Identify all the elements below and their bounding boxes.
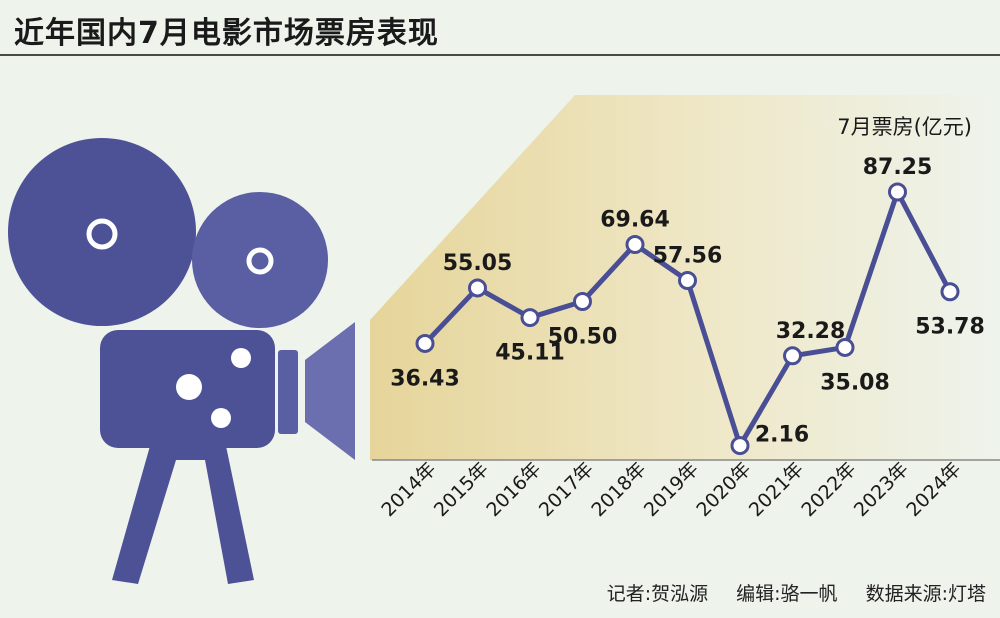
source-credit: 数据来源:灯塔 xyxy=(865,583,986,605)
credits: 记者:贺泓源 编辑:骆一帆 数据来源:灯塔 xyxy=(585,579,986,606)
x-tick-label: 2020年 xyxy=(692,458,755,521)
data-point xyxy=(940,282,960,302)
camera-dot-3 xyxy=(211,408,231,428)
x-tick-labels: 2014年2015年2016年2017年2018年2019年2020年2021年… xyxy=(377,458,965,521)
data-label: 45.11 xyxy=(495,341,565,366)
x-tick-label: 2019年 xyxy=(640,458,703,521)
data-point xyxy=(415,333,435,353)
x-tick-label: 2015年 xyxy=(430,458,493,521)
x-tick-label: 2022年 xyxy=(797,458,860,521)
data-point xyxy=(730,436,750,456)
data-point xyxy=(573,292,592,312)
movie-camera-icon xyxy=(8,138,355,584)
x-tick-label: 2018年 xyxy=(587,458,650,521)
x-tick-label: 2016年 xyxy=(482,458,545,521)
x-tick-label: 2024年 xyxy=(902,458,965,521)
data-point xyxy=(835,337,855,357)
data-label: 32.28 xyxy=(776,319,846,344)
data-label: 2.16 xyxy=(755,423,809,448)
camera-reel-large xyxy=(8,138,196,326)
camera-lens xyxy=(305,322,355,460)
data-label: 87.25 xyxy=(863,155,933,180)
camera-reel-small xyxy=(192,192,328,328)
chart-title: 近年国内7月电影市场票房表现 xyxy=(14,16,439,51)
data-point xyxy=(468,278,487,298)
x-tick-label: 2014年 xyxy=(377,458,440,521)
camera-tripod xyxy=(112,446,254,584)
y-axis-unit-label: 7月票房(亿元) xyxy=(837,115,972,139)
x-tick-label: 2021年 xyxy=(745,458,808,521)
data-point xyxy=(625,234,645,254)
reporter-credit: 记者:贺泓源 xyxy=(606,583,709,605)
data-label: 36.43 xyxy=(390,366,460,391)
data-point xyxy=(888,182,907,202)
camera-dot-1 xyxy=(231,348,251,368)
x-tick-label: 2017年 xyxy=(535,458,598,521)
data-label: 50.50 xyxy=(548,325,618,350)
data-label: 69.64 xyxy=(600,207,670,232)
data-label: 35.08 xyxy=(820,370,890,395)
data-points xyxy=(415,182,960,456)
data-point xyxy=(678,270,697,290)
data-label: 55.05 xyxy=(443,251,513,276)
x-tick-label: 2023年 xyxy=(850,458,913,521)
data-point xyxy=(783,346,802,366)
title-divider xyxy=(0,54,1000,56)
data-label: 57.56 xyxy=(653,243,723,268)
editor-credit: 编辑:骆一帆 xyxy=(736,583,838,605)
data-point xyxy=(520,308,540,328)
camera-reel-large-hub xyxy=(86,218,118,250)
camera-connector xyxy=(278,350,298,434)
data-label: 53.78 xyxy=(915,315,985,340)
camera-reel-small-hub xyxy=(246,247,274,275)
camera-dot-2 xyxy=(176,374,202,400)
